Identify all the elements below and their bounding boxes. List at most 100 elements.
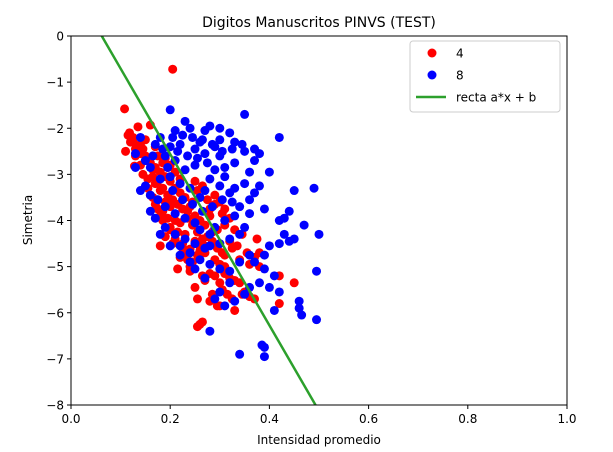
y-tick-label: 0 — [56, 30, 64, 44]
data-point-4 — [155, 241, 165, 251]
x-tick-label: 1.0 — [557, 412, 576, 426]
data-point-4 — [173, 264, 183, 274]
data-point-8 — [269, 305, 279, 315]
data-point-8 — [245, 195, 255, 205]
data-point-8 — [178, 130, 188, 140]
data-point-8 — [312, 315, 322, 325]
data-point-8 — [180, 116, 190, 126]
data-point-4 — [217, 248, 227, 258]
data-point-8 — [205, 121, 215, 131]
y-tick-label: −5 — [46, 260, 64, 274]
data-point-8 — [274, 287, 284, 297]
data-point-8 — [165, 105, 175, 115]
data-point-8 — [185, 257, 195, 267]
data-point-4 — [158, 216, 168, 225]
data-point-8 — [284, 206, 294, 216]
data-point-8 — [259, 204, 269, 214]
data-point-8 — [225, 266, 235, 276]
data-point-8 — [205, 229, 215, 239]
data-point-8 — [264, 282, 274, 292]
data-point-8 — [150, 139, 160, 149]
data-point-4 — [125, 128, 135, 138]
data-point-8 — [170, 209, 180, 219]
data-point-4 — [227, 243, 237, 253]
data-point-4 — [212, 301, 222, 311]
data-point-8 — [215, 123, 225, 133]
data-point-8 — [225, 128, 235, 138]
data-point-8 — [215, 287, 225, 297]
data-point-8 — [259, 264, 269, 274]
data-point-8 — [230, 137, 240, 147]
data-point-4 — [153, 204, 163, 214]
legend: 4 8 recta a*x + b — [409, 40, 561, 113]
data-point-4 — [235, 278, 245, 288]
y-axis-ticks: 0 −1 −2 −3 −4 −5 −6 −7 −8 — [46, 30, 71, 413]
data-point-8 — [165, 172, 175, 182]
data-point-4 — [215, 278, 225, 288]
y-tick-label: −6 — [46, 306, 64, 320]
data-point-8 — [279, 213, 289, 223]
data-point-8 — [170, 229, 180, 239]
data-point-8 — [235, 229, 245, 239]
data-point-8 — [190, 144, 200, 154]
series-line-recta-a-x-b — [100, 36, 317, 405]
data-point-8 — [170, 126, 180, 136]
data-point-8 — [180, 213, 190, 223]
data-point-8 — [200, 273, 210, 283]
data-point-4 — [168, 64, 178, 74]
data-point-8 — [183, 151, 193, 161]
legend-marker-4 — [427, 48, 437, 58]
data-point-8 — [145, 190, 155, 200]
data-point-8 — [165, 241, 175, 251]
data-point-8 — [175, 250, 185, 260]
data-point-8 — [240, 109, 250, 119]
data-point-8 — [190, 218, 200, 228]
data-point-4 — [252, 234, 262, 244]
data-point-8 — [145, 206, 155, 216]
data-point-8 — [130, 149, 140, 159]
data-point-8 — [210, 294, 220, 304]
data-point-8 — [225, 188, 235, 198]
data-point-8 — [185, 123, 195, 133]
data-point-4 — [190, 282, 200, 292]
x-tick-label: 0.6 — [359, 412, 378, 426]
data-point-4 — [121, 146, 131, 156]
data-point-8 — [192, 153, 202, 163]
data-point-8 — [207, 202, 217, 212]
data-point-8 — [178, 195, 188, 205]
data-point-8 — [279, 229, 289, 239]
x-tick-label: 0.8 — [458, 412, 477, 426]
data-point-8 — [190, 160, 200, 170]
data-point-8 — [175, 139, 185, 149]
series-recta-a-x-b — [100, 36, 317, 405]
data-point-8 — [155, 174, 165, 184]
data-point-4 — [190, 176, 200, 186]
data-point-8 — [160, 151, 170, 161]
data-point-4 — [190, 211, 200, 221]
data-point-8 — [312, 266, 322, 276]
data-point-8 — [160, 222, 170, 232]
data-point-8 — [289, 186, 299, 196]
data-point-8 — [220, 172, 230, 182]
data-point-8 — [257, 340, 267, 350]
data-point-8 — [259, 352, 269, 362]
data-point-8 — [195, 225, 205, 235]
x-axis-title: Intensidad promedio — [257, 433, 381, 447]
data-point-8 — [210, 165, 220, 175]
data-point-8 — [153, 195, 163, 205]
data-point-8 — [155, 229, 165, 239]
data-point-8 — [294, 296, 304, 306]
data-point-8 — [225, 278, 235, 288]
y-tick-label: −2 — [46, 122, 64, 136]
data-point-8 — [245, 250, 255, 260]
data-point-8 — [235, 349, 245, 359]
data-point-4 — [197, 234, 207, 244]
data-point-8 — [259, 250, 269, 260]
data-point-8 — [230, 158, 240, 168]
data-point-4 — [202, 195, 212, 205]
data-point-8 — [140, 156, 150, 166]
data-point-8 — [264, 167, 274, 177]
data-point-8 — [190, 239, 200, 249]
data-point-8 — [173, 146, 183, 156]
